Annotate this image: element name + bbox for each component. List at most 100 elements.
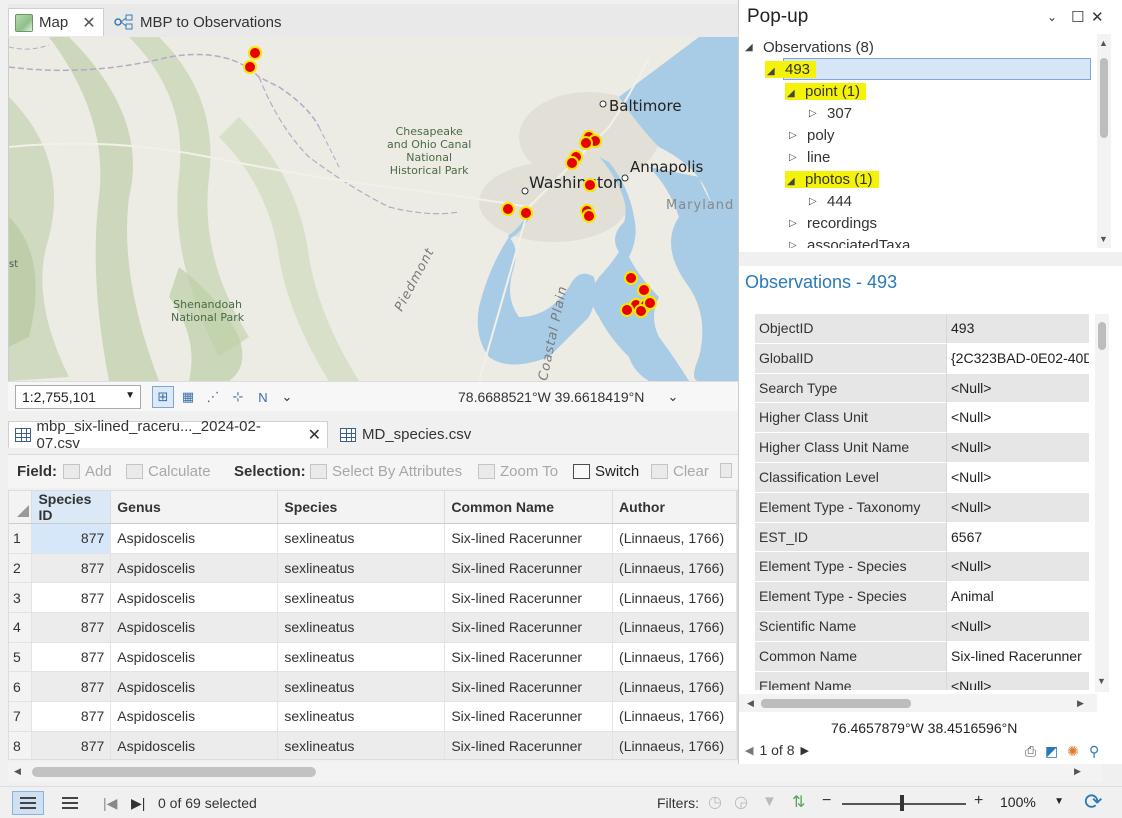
first-record-button[interactable]: |◀ [103, 795, 118, 811]
flash-feature-icon[interactable]: ✺ [1067, 743, 1079, 759]
cell-species[interactable]: sexlineatus [277, 701, 446, 732]
show-all-records-button[interactable] [12, 791, 44, 815]
definition-filter-icon[interactable]: ▼ [762, 793, 777, 810]
cell-genus[interactable]: Aspidoscelis [110, 642, 279, 673]
row-number[interactable]: 3 [9, 582, 33, 614]
print-icon[interactable]: ⎙ [1025, 743, 1037, 759]
row-number[interactable]: 4 [9, 612, 33, 643]
column-header-genus[interactable]: Genus [110, 491, 279, 524]
cell-species[interactable]: sexlineatus [277, 582, 446, 614]
chevron-down-icon[interactable]: ⌄ [1047, 10, 1058, 24]
table-horizontal-scrollbar[interactable]: ◀ ▶ [8, 762, 1102, 782]
tree-node-observations[interactable]: ◢ Observations (8) [745, 38, 874, 56]
scrollbar-thumb[interactable] [32, 767, 316, 777]
cell-common-name[interactable]: Six-lined Racerunner [444, 523, 614, 554]
column-header-author[interactable]: Author [612, 491, 737, 524]
table-row[interactable]: 7 877 Aspidoscelis sexlineatus Six-lined… [9, 701, 737, 732]
tree-node-associated-taxa[interactable]: ▷ associatedTaxa [789, 234, 910, 249]
cell-author[interactable]: (Linnaeus, 1766) [612, 582, 737, 614]
delete-button[interactable] [720, 463, 732, 478]
cell-species[interactable]: sexlineatus [277, 642, 446, 673]
tree-vertical-scrollbar[interactable]: ▲ ▼ [1097, 34, 1111, 248]
more-tools-button[interactable]: ⌄ [276, 386, 298, 408]
cell-genus[interactable]: Aspidoscelis [110, 671, 279, 703]
tab-map[interactable]: Map ✕ [8, 8, 104, 36]
scroll-right-icon[interactable]: ▶ [1074, 766, 1081, 776]
attributes-vertical-scrollbar[interactable]: ▼ [1095, 314, 1109, 692]
scroll-down-icon[interactable]: ▼ [1099, 234, 1108, 244]
tree-node-444[interactable]: ▷ 444 [809, 192, 853, 210]
cell-common-name[interactable]: Six-lined Racerunner [444, 731, 614, 759]
add-field-button[interactable]: Add [63, 463, 112, 480]
observation-markers[interactable] [9, 37, 738, 381]
close-icon[interactable]: ✕ [1091, 9, 1104, 26]
grid-snap-button[interactable]: ⊞ [152, 386, 174, 408]
scrollbar-thumb[interactable] [761, 699, 911, 708]
cell-species[interactable]: sexlineatus [277, 612, 446, 643]
cell-species[interactable]: sexlineatus [277, 553, 446, 584]
cell-common-name[interactable]: Six-lined Racerunner [444, 582, 614, 614]
search-icon[interactable]: ⚲ [1089, 743, 1100, 759]
tree-node-recordings[interactable]: ▷ recordings [789, 214, 878, 232]
scroll-left-icon[interactable]: ◀ [747, 698, 754, 708]
show-selected-records-button[interactable] [54, 791, 86, 815]
table-row[interactable]: 1 877 Aspidoscelis sexlineatus Six-lined… [9, 523, 737, 554]
grid-button[interactable]: ▦ [177, 386, 199, 408]
row-number[interactable]: 6 [9, 671, 33, 703]
tree-node-photos[interactable]: ◢ photos (1) [785, 168, 879, 190]
feature-tree[interactable]: ◢ Observations (8) ◢ 493 ◢ point (1) ▷ 307 ▷… [739, 34, 1097, 248]
maximize-icon[interactable]: ☐ [1071, 9, 1085, 26]
row-number[interactable]: 5 [9, 642, 33, 673]
cell-species-id[interactable]: 877 [31, 731, 112, 759]
cell-genus[interactable]: Aspidoscelis [110, 731, 279, 759]
cell-common-name[interactable]: Six-lined Racerunner [444, 553, 614, 584]
table-row[interactable]: 6 877 Aspidoscelis sexlineatus Six-lined… [9, 671, 737, 703]
close-icon[interactable]: ✕ [307, 427, 321, 444]
table-row[interactable]: 8 877 Aspidoscelis sexlineatus Six-lined… [9, 731, 737, 759]
constraints-button[interactable]: ⊹ [227, 386, 249, 408]
cell-author[interactable]: (Linnaeus, 1766) [612, 553, 737, 584]
map-view[interactable]: Baltimore Annapolis Washington Maryland … [8, 37, 738, 381]
close-icon[interactable]: ✕ [82, 14, 96, 32]
column-header-common-name[interactable]: Common Name [444, 491, 614, 524]
cell-author[interactable]: (Linnaeus, 1766) [612, 671, 737, 703]
cell-author[interactable]: (Linnaeus, 1766) [612, 612, 737, 643]
cell-common-name[interactable]: Six-lined Racerunner [444, 612, 614, 643]
cell-species-id[interactable]: 877 [31, 582, 112, 614]
cell-species-id[interactable]: 877 [31, 523, 112, 554]
row-number[interactable]: 1 [9, 523, 33, 554]
tree-node-493[interactable]: ◢ 493 [765, 58, 817, 80]
table-row[interactable]: 3 877 Aspidoscelis sexlineatus Six-lined… [9, 582, 737, 614]
table-row[interactable]: 5 877 Aspidoscelis sexlineatus Six-lined… [9, 642, 737, 673]
clear-button[interactable]: Clear [651, 463, 709, 480]
attributes-horizontal-scrollbar[interactable]: ◀ ▶ [739, 694, 1097, 712]
zoom-to-button[interactable]: Zoom To [478, 463, 558, 480]
cell-species-id[interactable]: 877 [31, 612, 112, 643]
zoom-slider-track[interactable] [842, 803, 966, 805]
select-all-corner[interactable] [17, 505, 29, 517]
select-by-attributes-button[interactable]: Select By Attributes [310, 463, 462, 480]
scrollbar-thumb[interactable] [1100, 58, 1108, 138]
cell-genus[interactable]: Aspidoscelis [110, 553, 279, 584]
range-filter-icon[interactable]: ◶ [734, 794, 748, 811]
snapping-button[interactable]: ⋰ [202, 386, 224, 408]
scroll-left-icon[interactable]: ◀ [14, 766, 21, 776]
cell-species[interactable]: sexlineatus [277, 671, 446, 703]
scroll-down-icon[interactable]: ▼ [1097, 676, 1106, 686]
column-header-species[interactable]: Species [277, 491, 446, 524]
previous-feature-button[interactable]: ◀ [745, 744, 754, 757]
cell-species-id[interactable]: 877 [31, 553, 112, 584]
tree-node-poly[interactable]: ▷ poly [789, 126, 835, 144]
tree-node-307[interactable]: ▷ 307 [809, 104, 853, 122]
cell-author[interactable]: (Linnaeus, 1766) [612, 701, 737, 732]
row-number[interactable]: 2 [9, 553, 33, 584]
tree-node-point[interactable]: ◢ point (1) [785, 80, 867, 102]
tab-md-species[interactable]: MD_species.csv [334, 421, 477, 448]
zoom-in-button[interactable]: + [974, 792, 984, 809]
scroll-right-icon[interactable]: ▶ [1077, 698, 1084, 708]
cell-species[interactable]: sexlineatus [277, 731, 446, 759]
updown-icon[interactable]: ⇅ [792, 794, 806, 811]
cell-species-id[interactable]: 877 [31, 701, 112, 732]
switch-button[interactable]: Switch [573, 463, 639, 480]
row-number[interactable]: 7 [9, 701, 33, 732]
